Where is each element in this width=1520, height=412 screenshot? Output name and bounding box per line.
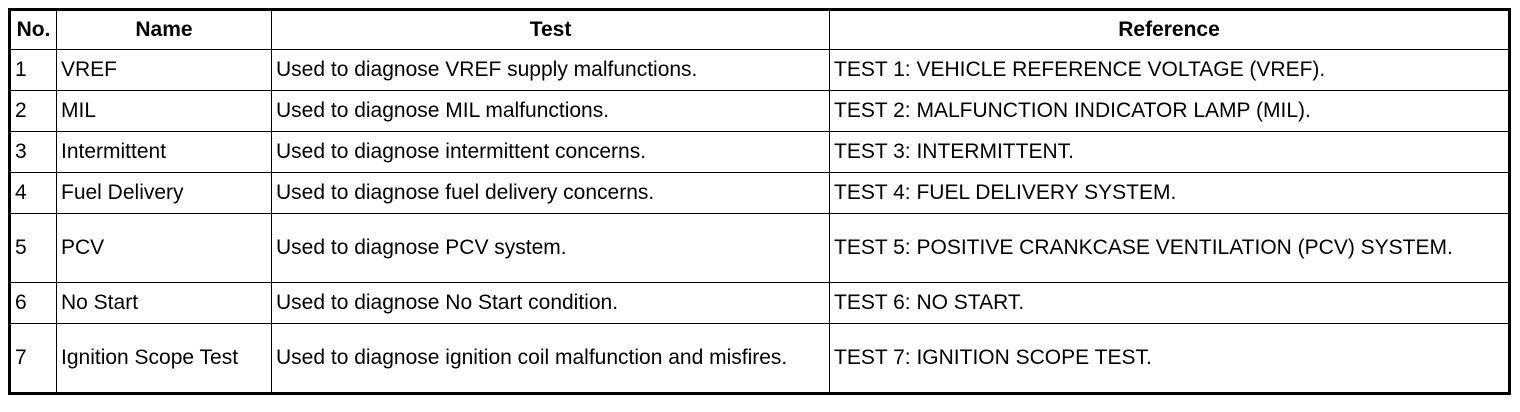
table-row: 6 No Start Used to diagnose No Start condi… bbox=[9, 282, 1510, 324]
table-cell: 5 bbox=[9, 213, 57, 283]
table-cell: Used to diagnose intermittent concerns. bbox=[271, 131, 830, 173]
table-row: 4 Fuel Delivery Used to diagnose fuel deli… bbox=[9, 172, 1510, 214]
table-cell: TEST 2: MALFUNCTION INDICATOR LAMP (MIL)… bbox=[829, 90, 1510, 132]
table-cell: TEST 7: IGNITION SCOPE TEST. bbox=[829, 323, 1510, 394]
header-cell: Name bbox=[56, 9, 272, 50]
table-cell: TEST 6: NO START. bbox=[829, 282, 1510, 324]
diagnostic-table: No. Name Test Reference 1 VREF Used to diagno… bbox=[8, 8, 1511, 395]
table-cell: TEST 1: VEHICLE REFERENCE VOLTAGE (VREF)… bbox=[829, 49, 1510, 91]
table-row: 5 PCV Used to diagnose PCV system. TEST 5: … bbox=[9, 213, 1510, 283]
table-cell: 6 bbox=[9, 282, 57, 324]
table-cell: Used to diagnose VREF supply malfunction… bbox=[271, 49, 830, 91]
table-cell: TEST 3: INTERMITTENT. bbox=[829, 131, 1510, 173]
table-row: 2 MIL Used to diagnose MIL malfunctions. TE… bbox=[9, 90, 1510, 132]
table-cell: Used to diagnose fuel delivery concerns. bbox=[271, 172, 830, 214]
table-cell: Used to diagnose MIL malfunctions. bbox=[271, 90, 830, 132]
table-cell: 3 bbox=[9, 131, 57, 173]
header-row: No. Name Test Reference bbox=[9, 9, 1510, 50]
table-cell: Ignition Scope Test bbox=[56, 323, 272, 394]
table-cell: TEST 5: POSITIVE CRANKCASE VENTILATION (… bbox=[829, 213, 1510, 283]
table-cell: 2 bbox=[9, 90, 57, 132]
header-cell: No. bbox=[9, 9, 57, 50]
table-body: 1 VREF Used to diagnose VREF supply malfun… bbox=[9, 49, 1510, 394]
table-cell: Fuel Delivery bbox=[56, 172, 272, 214]
table-cell: 1 bbox=[9, 49, 57, 91]
table-cell: 7 bbox=[9, 323, 57, 394]
table-cell: Used to diagnose PCV system. bbox=[271, 213, 830, 283]
table-cell: 4 bbox=[9, 172, 57, 214]
table-cell: Used to diagnose ignition coil malfuncti… bbox=[271, 323, 830, 394]
header-cell: Test bbox=[271, 9, 830, 50]
table-cell: VREF bbox=[56, 49, 272, 91]
table-cell: MIL bbox=[56, 90, 272, 132]
table-cell: Intermittent bbox=[56, 131, 272, 173]
header-cell: Reference bbox=[829, 9, 1510, 50]
table-cell: TEST 4: FUEL DELIVERY SYSTEM. bbox=[829, 172, 1510, 214]
table-cell: PCV bbox=[56, 213, 272, 283]
table-row: 1 VREF Used to diagnose VREF supply malfun… bbox=[9, 49, 1510, 91]
table-cell: Used to diagnose No Start condition. bbox=[271, 282, 830, 324]
table-cell: No Start bbox=[56, 282, 272, 324]
table-row: 3 Intermittent Used to diagnose intermitte… bbox=[9, 131, 1510, 173]
table-row: 7 Ignition Scope Test Used to diagnose ign… bbox=[9, 323, 1510, 394]
